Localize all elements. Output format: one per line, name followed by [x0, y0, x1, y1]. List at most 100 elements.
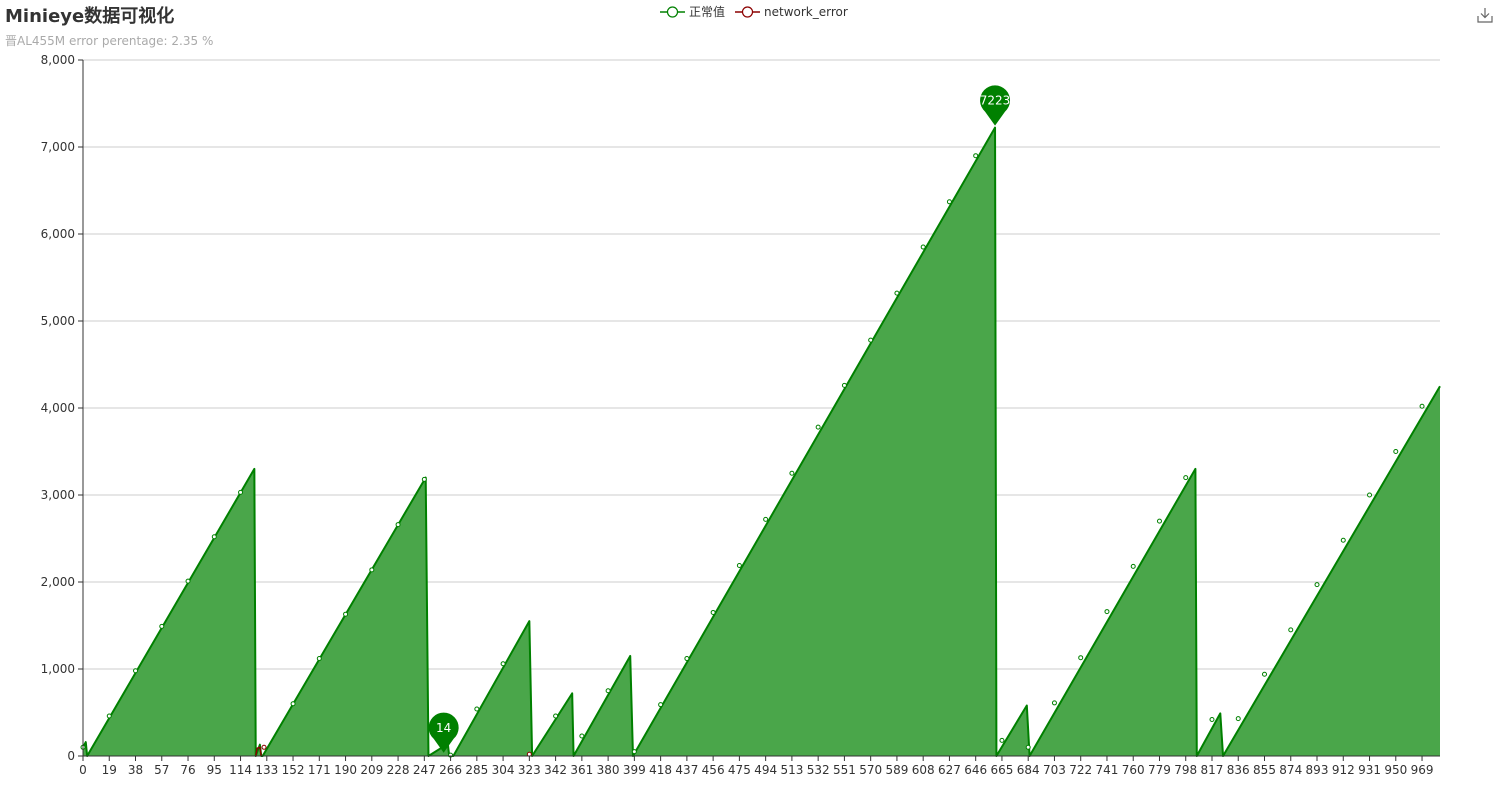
normal-point	[684, 656, 690, 662]
normal-point	[973, 153, 979, 159]
y-tick-label: 4,000	[41, 401, 75, 415]
x-tick-label: 779	[1148, 763, 1171, 777]
normal-point	[920, 244, 926, 250]
x-tick-label: 209	[360, 763, 383, 777]
x-tick-label: 95	[207, 763, 222, 777]
normal-point	[343, 611, 349, 617]
x-tick-label: 285	[465, 763, 488, 777]
normal-point	[1288, 627, 1294, 633]
x-tick-label: 969	[1411, 763, 1434, 777]
normal-point	[894, 290, 900, 296]
normal-point	[868, 337, 874, 343]
x-tick-label: 855	[1253, 763, 1276, 777]
normal-point	[736, 562, 742, 568]
x-tick-label: 684	[1017, 763, 1040, 777]
normal-point	[211, 534, 217, 540]
y-tick-label: 3,000	[41, 488, 75, 502]
normal-point	[1025, 744, 1031, 750]
x-tick-label: 133	[255, 763, 278, 777]
normal-point	[474, 706, 480, 712]
x-tick-label: 57	[154, 763, 169, 777]
x-tick-label: 836	[1227, 763, 1250, 777]
x-tick-label: 646	[964, 763, 987, 777]
normal-point	[1367, 492, 1373, 498]
normal-point	[999, 737, 1005, 743]
normal-point	[395, 522, 401, 528]
normal-point	[631, 749, 637, 755]
normal-point	[1156, 518, 1162, 524]
normal-point	[316, 656, 322, 662]
x-tick-label: 247	[413, 763, 436, 777]
legend-item-normal[interactable]: 正常值	[660, 3, 725, 20]
normal-point	[1104, 609, 1110, 615]
y-tick-label: 5,000	[41, 314, 75, 328]
y-tick-label: 8,000	[41, 53, 75, 67]
normal-point	[1183, 475, 1189, 481]
x-tick-label: 76	[180, 763, 195, 777]
x-tick-label: 304	[492, 763, 515, 777]
normal-point	[1235, 716, 1241, 722]
normal-point	[841, 382, 847, 388]
download-button[interactable]	[1476, 6, 1494, 24]
normal-point	[500, 661, 506, 667]
normal-point	[946, 199, 952, 205]
x-tick-label: 817	[1201, 763, 1224, 777]
x-tick-label: 437	[675, 763, 698, 777]
x-tick-label: 551	[833, 763, 856, 777]
x-tick-label: 418	[649, 763, 672, 777]
normal-point	[185, 578, 191, 584]
mark-point-pin	[980, 85, 1011, 126]
x-tick-label: 950	[1384, 763, 1407, 777]
normal-point	[238, 489, 244, 495]
normal-point	[605, 688, 611, 694]
pin-layer: 7223 14	[428, 85, 1011, 753]
normal-point	[421, 476, 427, 482]
x-tick-label: 38	[128, 763, 143, 777]
x-tick-label: 893	[1306, 763, 1329, 777]
x-tick-label: 532	[807, 763, 830, 777]
axis-layer: 0 1,000 2,000 3,000 4,000 5,000 6,000 7,000 8,00…	[41, 53, 1440, 777]
x-tick-label: 361	[570, 763, 593, 777]
y-tick-label: 0	[67, 749, 75, 763]
x-tick-label: 741	[1096, 763, 1119, 777]
normal-point	[106, 713, 112, 719]
x-tick-label: 323	[518, 763, 541, 777]
normal-line	[82, 126, 1441, 757]
normal-point	[1051, 700, 1057, 706]
normal-point	[658, 702, 664, 708]
legend-item-network-error[interactable]: network_error	[735, 5, 848, 19]
x-tick-label: 266	[439, 763, 462, 777]
normal-point	[789, 470, 795, 476]
mark-point-label: 7223	[980, 94, 1011, 108]
normal-point	[1393, 449, 1399, 454]
x-tick-label: 608	[912, 763, 935, 777]
area-layer	[82, 126, 1441, 757]
x-tick-label: 627	[938, 763, 961, 777]
mark-point-min: 14	[428, 712, 459, 753]
x-tick-label: 912	[1332, 763, 1355, 777]
mark-point-max: 7223	[980, 85, 1011, 126]
x-tick-label: 0	[79, 763, 87, 777]
x-tick-label: 380	[597, 763, 620, 777]
normal-point	[815, 424, 821, 430]
x-tick-label: 456	[702, 763, 725, 777]
y-tick-label: 1,000	[41, 662, 75, 676]
normal-point	[1419, 403, 1425, 409]
normal-point	[1209, 716, 1215, 722]
normal-point	[159, 623, 165, 629]
normal-point	[553, 713, 559, 719]
y-tick-label: 2,000	[41, 575, 75, 589]
chart-title: Minieye数据可视化	[5, 6, 175, 27]
normal-point	[1078, 655, 1084, 661]
mark-point-pin	[428, 712, 459, 753]
download-icon	[1477, 8, 1493, 23]
y-tick-label: 6,000	[41, 227, 75, 241]
x-tick-label: 513	[780, 763, 803, 777]
x-tick-label: 228	[387, 763, 410, 777]
x-tick-label: 342	[544, 763, 567, 777]
legend: 正常值 network_error	[660, 3, 848, 20]
x-tick-label: 494	[754, 763, 777, 777]
network-error-point	[261, 744, 267, 750]
normal-point	[763, 516, 769, 522]
x-tick-label: 931	[1358, 763, 1381, 777]
